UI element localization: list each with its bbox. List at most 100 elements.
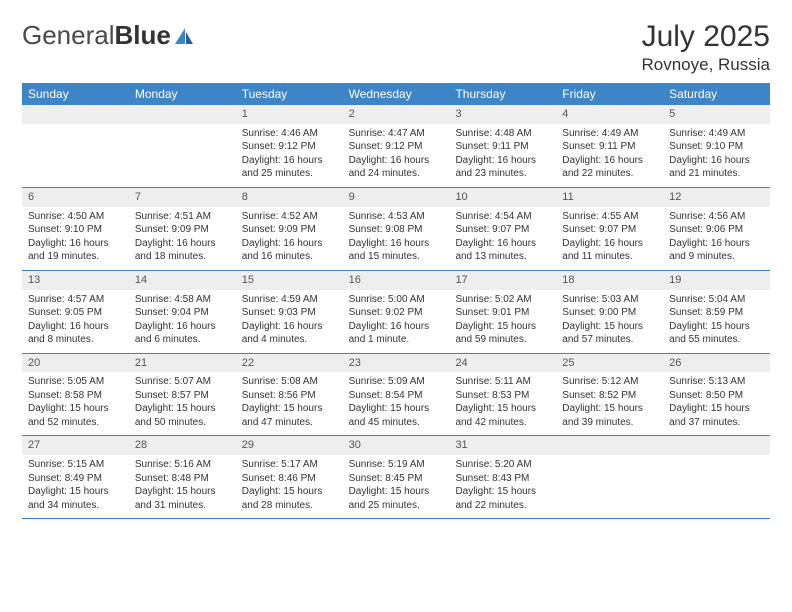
daylight-text-1: Daylight: 15 hours: [135, 402, 232, 416]
day-cell: [22, 105, 129, 187]
day-cell: 17Sunrise: 5:02 AMSunset: 9:01 PMDayligh…: [449, 271, 556, 353]
daylight-text-2: and 31 minutes.: [135, 499, 232, 513]
day-number: 26: [663, 354, 770, 373]
weekday-cell: Wednesday: [343, 83, 450, 105]
day-cell: 20Sunrise: 5:05 AMSunset: 8:58 PMDayligh…: [22, 354, 129, 436]
day-number: 3: [449, 105, 556, 124]
daylight-text-2: and 11 minutes.: [562, 250, 659, 264]
day-number: 19: [663, 271, 770, 290]
daylight-text-2: and 19 minutes.: [28, 250, 125, 264]
sunrise-text: Sunrise: 5:17 AM: [242, 458, 339, 472]
daylight-text-1: Daylight: 16 hours: [349, 237, 446, 251]
day-body: Sunrise: 4:57 AMSunset: 9:05 PMDaylight:…: [22, 290, 129, 353]
sunrise-text: Sunrise: 4:47 AM: [349, 127, 446, 141]
day-body: Sunrise: 5:15 AMSunset: 8:49 PMDaylight:…: [22, 455, 129, 518]
sunset-text: Sunset: 9:09 PM: [135, 223, 232, 237]
day-body: Sunrise: 5:16 AMSunset: 8:48 PMDaylight:…: [129, 455, 236, 518]
daylight-text-2: and 22 minutes.: [455, 499, 552, 513]
sunset-text: Sunset: 8:49 PM: [28, 472, 125, 486]
day-cell: 27Sunrise: 5:15 AMSunset: 8:49 PMDayligh…: [22, 436, 129, 518]
week-row: 27Sunrise: 5:15 AMSunset: 8:49 PMDayligh…: [22, 436, 770, 519]
sunrise-text: Sunrise: 5:05 AM: [28, 375, 125, 389]
weekday-cell: Sunday: [22, 83, 129, 105]
day-number: 23: [343, 354, 450, 373]
sunset-text: Sunset: 8:59 PM: [669, 306, 766, 320]
day-number: 29: [236, 436, 343, 455]
day-number: 8: [236, 188, 343, 207]
day-number: 9: [343, 188, 450, 207]
sunrise-text: Sunrise: 4:57 AM: [28, 293, 125, 307]
daylight-text-1: Daylight: 16 hours: [455, 237, 552, 251]
day-number: 28: [129, 436, 236, 455]
sunset-text: Sunset: 9:07 PM: [562, 223, 659, 237]
day-body: Sunrise: 5:05 AMSunset: 8:58 PMDaylight:…: [22, 372, 129, 435]
daylight-text-1: Daylight: 16 hours: [242, 237, 339, 251]
day-body: Sunrise: 4:52 AMSunset: 9:09 PMDaylight:…: [236, 207, 343, 270]
day-body: Sunrise: 4:55 AMSunset: 9:07 PMDaylight:…: [556, 207, 663, 270]
day-number: 30: [343, 436, 450, 455]
day-number: 21: [129, 354, 236, 373]
sunset-text: Sunset: 8:57 PM: [135, 389, 232, 403]
day-cell: 8Sunrise: 4:52 AMSunset: 9:09 PMDaylight…: [236, 188, 343, 270]
day-number: [129, 105, 236, 124]
sunrise-text: Sunrise: 4:51 AM: [135, 210, 232, 224]
day-body: Sunrise: 4:46 AMSunset: 9:12 PMDaylight:…: [236, 124, 343, 187]
day-body: Sunrise: 5:09 AMSunset: 8:54 PMDaylight:…: [343, 372, 450, 435]
day-number: 16: [343, 271, 450, 290]
day-number: 10: [449, 188, 556, 207]
day-body: Sunrise: 4:49 AMSunset: 9:10 PMDaylight:…: [663, 124, 770, 187]
day-number: 13: [22, 271, 129, 290]
day-number: 20: [22, 354, 129, 373]
daylight-text-2: and 50 minutes.: [135, 416, 232, 430]
day-number: 5: [663, 105, 770, 124]
day-body: Sunrise: 4:47 AMSunset: 9:12 PMDaylight:…: [343, 124, 450, 187]
daylight-text-1: Daylight: 16 hours: [242, 320, 339, 334]
day-number: 12: [663, 188, 770, 207]
weeks-container: 1Sunrise: 4:46 AMSunset: 9:12 PMDaylight…: [22, 105, 770, 519]
sunset-text: Sunset: 8:48 PM: [135, 472, 232, 486]
day-number: 4: [556, 105, 663, 124]
daylight-text-2: and 47 minutes.: [242, 416, 339, 430]
daylight-text-2: and 21 minutes.: [669, 167, 766, 181]
weekday-cell: Friday: [556, 83, 663, 105]
sunrise-text: Sunrise: 4:55 AM: [562, 210, 659, 224]
sunrise-text: Sunrise: 4:56 AM: [669, 210, 766, 224]
day-cell: 11Sunrise: 4:55 AMSunset: 9:07 PMDayligh…: [556, 188, 663, 270]
sunset-text: Sunset: 8:56 PM: [242, 389, 339, 403]
day-number: 6: [22, 188, 129, 207]
daylight-text-2: and 16 minutes.: [242, 250, 339, 264]
day-body: Sunrise: 5:00 AMSunset: 9:02 PMDaylight:…: [343, 290, 450, 353]
sunrise-text: Sunrise: 5:15 AM: [28, 458, 125, 472]
day-body: Sunrise: 4:54 AMSunset: 9:07 PMDaylight:…: [449, 207, 556, 270]
day-body: Sunrise: 5:20 AMSunset: 8:43 PMDaylight:…: [449, 455, 556, 518]
sunset-text: Sunset: 9:02 PM: [349, 306, 446, 320]
sunset-text: Sunset: 9:05 PM: [28, 306, 125, 320]
daylight-text-1: Daylight: 15 hours: [669, 320, 766, 334]
day-cell: 29Sunrise: 5:17 AMSunset: 8:46 PMDayligh…: [236, 436, 343, 518]
day-cell: 19Sunrise: 5:04 AMSunset: 8:59 PMDayligh…: [663, 271, 770, 353]
daylight-text-1: Daylight: 16 hours: [28, 237, 125, 251]
day-cell: 18Sunrise: 5:03 AMSunset: 9:00 PMDayligh…: [556, 271, 663, 353]
daylight-text-2: and 4 minutes.: [242, 333, 339, 347]
week-row: 20Sunrise: 5:05 AMSunset: 8:58 PMDayligh…: [22, 354, 770, 437]
sunrise-text: Sunrise: 5:03 AM: [562, 293, 659, 307]
sunset-text: Sunset: 8:45 PM: [349, 472, 446, 486]
daylight-text-2: and 6 minutes.: [135, 333, 232, 347]
sunset-text: Sunset: 8:43 PM: [455, 472, 552, 486]
day-number: 2: [343, 105, 450, 124]
day-body: Sunrise: 5:03 AMSunset: 9:00 PMDaylight:…: [556, 290, 663, 353]
daylight-text-1: Daylight: 15 hours: [28, 402, 125, 416]
day-body: Sunrise: 4:58 AMSunset: 9:04 PMDaylight:…: [129, 290, 236, 353]
daylight-text-2: and 52 minutes.: [28, 416, 125, 430]
sunset-text: Sunset: 8:54 PM: [349, 389, 446, 403]
daylight-text-2: and 18 minutes.: [135, 250, 232, 264]
day-cell: 4Sunrise: 4:49 AMSunset: 9:11 PMDaylight…: [556, 105, 663, 187]
day-body: Sunrise: 5:19 AMSunset: 8:45 PMDaylight:…: [343, 455, 450, 518]
day-number: 7: [129, 188, 236, 207]
daylight-text-1: Daylight: 15 hours: [455, 402, 552, 416]
day-cell: 14Sunrise: 4:58 AMSunset: 9:04 PMDayligh…: [129, 271, 236, 353]
day-body: [129, 124, 236, 180]
day-number: 22: [236, 354, 343, 373]
sunset-text: Sunset: 9:12 PM: [242, 140, 339, 154]
day-cell: 26Sunrise: 5:13 AMSunset: 8:50 PMDayligh…: [663, 354, 770, 436]
